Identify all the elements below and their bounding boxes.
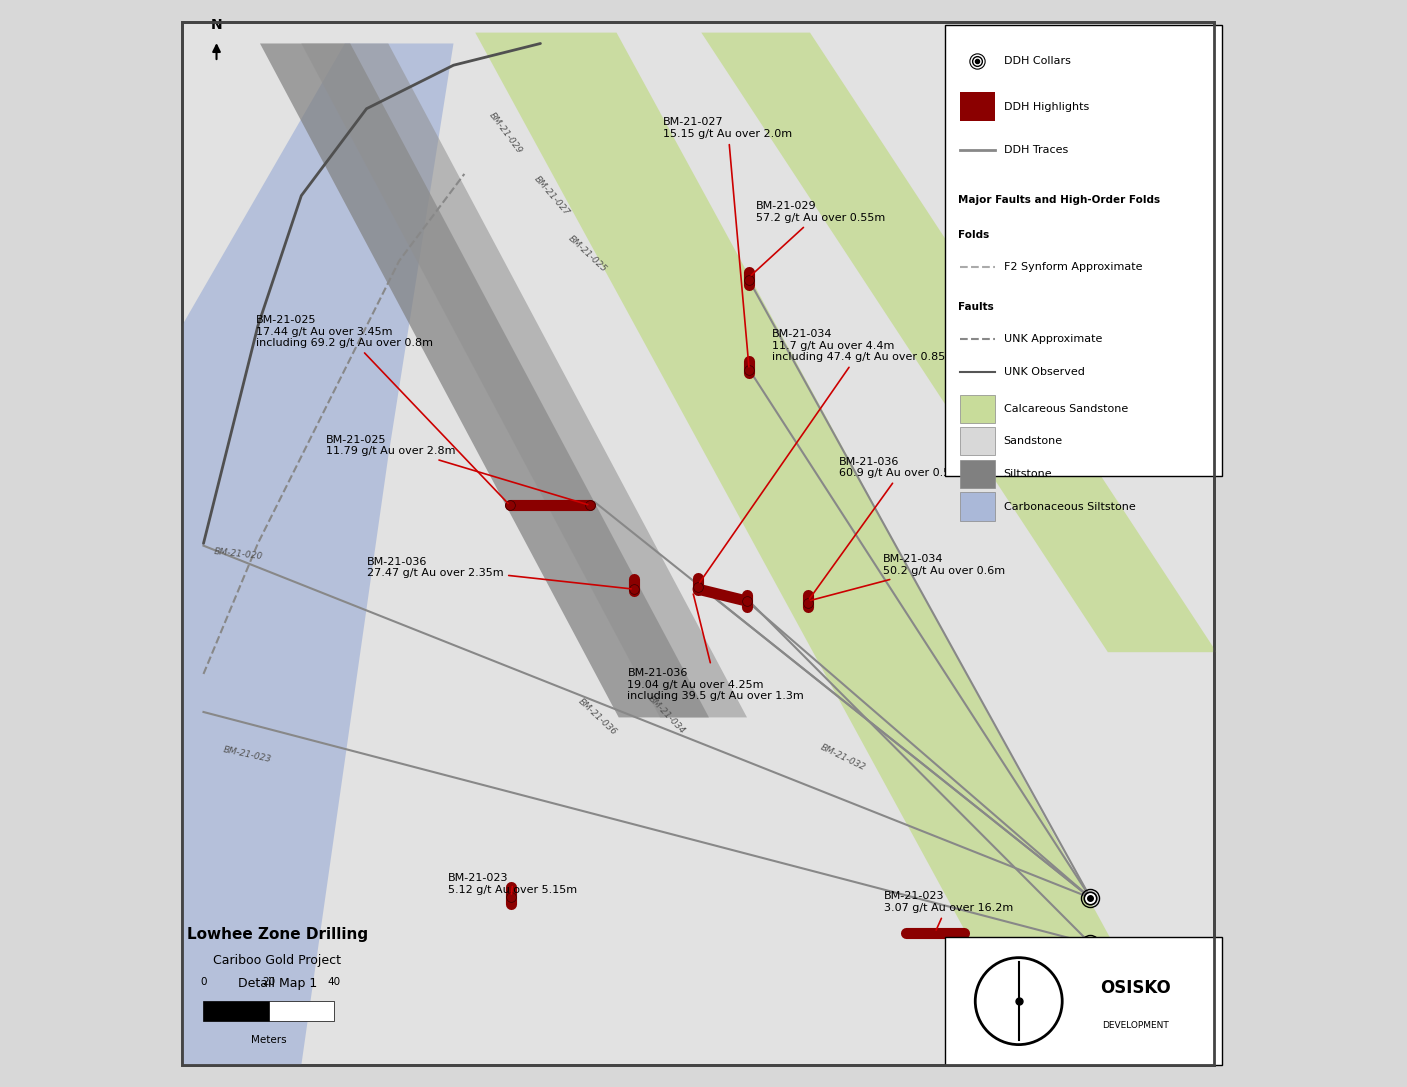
Polygon shape — [260, 43, 709, 717]
Text: DEVELOPMENT: DEVELOPMENT — [1102, 1021, 1168, 1029]
Text: DDH Highlights: DDH Highlights — [1003, 101, 1089, 112]
Text: BM-21-023
5.12 g/t Au over 5.15m: BM-21-023 5.12 g/t Au over 5.15m — [447, 873, 577, 895]
Text: BM-21-025
17.44 g/t Au over 3.45m
including 69.2 g/t Au over 0.8m: BM-21-025 17.44 g/t Au over 3.45m includ… — [256, 315, 508, 503]
Text: Cariboo Gold Project: Cariboo Gold Project — [214, 954, 342, 967]
Text: BM-21-029: BM-21-029 — [487, 110, 523, 155]
Polygon shape — [301, 43, 747, 717]
Bar — [204, 1001, 269, 1021]
Text: Folds: Folds — [958, 229, 989, 240]
Text: 0: 0 — [200, 977, 207, 987]
Polygon shape — [701, 33, 1217, 652]
Text: Calcareous Sandstone: Calcareous Sandstone — [1003, 403, 1128, 414]
Text: BM-21-027
15.15 g/t Au over 2.0m: BM-21-027 15.15 g/t Au over 2.0m — [663, 117, 792, 366]
Text: DDH Traces: DDH Traces — [1003, 145, 1068, 155]
Bar — [960, 395, 995, 423]
Bar — [960, 492, 995, 521]
Text: Detail Map 1: Detail Map 1 — [238, 977, 317, 990]
Text: UNK Observed: UNK Observed — [1003, 366, 1085, 377]
Text: BM-21-034: BM-21-034 — [646, 695, 687, 736]
Text: BM-21-029
57.2 g/t Au over 0.55m: BM-21-029 57.2 g/t Au over 0.55m — [751, 201, 885, 275]
Text: OSISKO: OSISKO — [1100, 979, 1171, 997]
Text: Siltstone: Siltstone — [1003, 468, 1052, 479]
Text: BM-21-036
60.9 g/t Au over 0.55m: BM-21-036 60.9 g/t Au over 0.55m — [809, 457, 968, 599]
Text: BM-21-036
19.04 g/t Au over 4.25m
including 39.5 g/t Au over 1.3m: BM-21-036 19.04 g/t Au over 4.25m includ… — [628, 594, 805, 701]
Text: BM-21-036: BM-21-036 — [575, 698, 618, 737]
Bar — [946, 937, 1223, 1065]
Text: BM-21-023
3.07 g/t Au over 16.2m: BM-21-023 3.07 g/t Au over 16.2m — [884, 891, 1013, 930]
Text: 40: 40 — [328, 977, 340, 987]
Text: Faults: Faults — [958, 301, 993, 312]
Text: Meters: Meters — [250, 1035, 287, 1045]
Text: F2 Synform Approximate: F2 Synform Approximate — [1003, 262, 1142, 273]
Text: BM-21-020: BM-21-020 — [214, 548, 263, 561]
Bar — [960, 92, 995, 121]
Text: BM-21-023: BM-21-023 — [222, 745, 272, 764]
Bar — [946, 25, 1223, 476]
Text: BM-21-025: BM-21-025 — [566, 235, 608, 274]
Polygon shape — [476, 33, 1179, 1065]
Text: N: N — [211, 17, 222, 32]
Text: Lowhee Zone Drilling: Lowhee Zone Drilling — [187, 927, 369, 942]
Text: 20: 20 — [262, 977, 276, 987]
Text: DDH Collars: DDH Collars — [1003, 55, 1071, 66]
Bar — [960, 460, 995, 488]
Text: BM-21-032: BM-21-032 — [819, 742, 867, 773]
Polygon shape — [182, 43, 453, 1065]
Text: UNK Approximate: UNK Approximate — [1003, 334, 1102, 345]
Text: Major Faults and High-Order Folds: Major Faults and High-Order Folds — [958, 195, 1159, 205]
Text: BM-21-027: BM-21-027 — [532, 174, 571, 217]
Text: BM-21-025
11.79 g/t Au over 2.8m: BM-21-025 11.79 g/t Au over 2.8m — [326, 435, 588, 504]
Text: Carbonaceous Siltstone: Carbonaceous Siltstone — [1003, 501, 1135, 512]
Text: BM-21-036
27.47 g/t Au over 2.35m: BM-21-036 27.47 g/t Au over 2.35m — [367, 557, 632, 589]
Bar — [960, 427, 995, 455]
Text: BM-21-034
50.2 g/t Au over 0.6m: BM-21-034 50.2 g/t Au over 0.6m — [810, 554, 1005, 600]
Text: BM-21-034
11.7 g/t Au over 4.4m
including 47.4 g/t Au over 0.85m: BM-21-034 11.7 g/t Au over 4.4m includin… — [699, 329, 957, 583]
Bar — [269, 1001, 333, 1021]
Text: Sandstone: Sandstone — [1003, 436, 1062, 447]
